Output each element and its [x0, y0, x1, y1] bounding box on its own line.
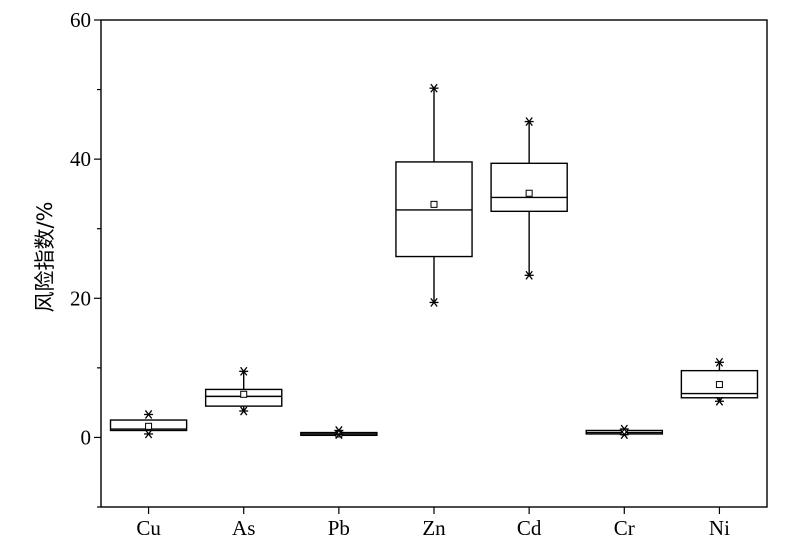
x-tick-label: Pb — [328, 516, 350, 540]
mean-marker — [240, 390, 248, 398]
outlier-marker — [144, 429, 154, 439]
y-tick-label: 60 — [70, 8, 91, 32]
x-tick-label: Ni — [709, 516, 730, 540]
outlier-marker — [524, 117, 534, 127]
outlier-marker — [239, 406, 249, 416]
x-tick-label: Cr — [614, 516, 635, 540]
outlier-marker — [144, 410, 154, 419]
x-tick-label: As — [232, 516, 255, 540]
box-cd — [490, 117, 568, 280]
outlier-marker — [334, 426, 344, 435]
mean-marker — [715, 381, 723, 389]
iqr-box — [490, 162, 568, 213]
box-pb — [300, 426, 378, 440]
y-tick-label: 40 — [70, 147, 91, 171]
box-ni — [680, 357, 759, 406]
y-axis: 0 20 40 60 — [70, 8, 101, 508]
x-tick-label: Zn — [422, 516, 446, 540]
mean-marker — [525, 189, 533, 197]
mean-marker — [430, 200, 438, 208]
outlier-marker — [714, 357, 724, 367]
x-tick-label: Cu — [136, 516, 161, 540]
outlier-marker — [619, 430, 629, 440]
outlier-marker — [239, 366, 249, 376]
box-zn — [395, 83, 473, 307]
x-tick-label: Cd — [517, 516, 542, 540]
box-cu — [109, 410, 188, 439]
box-as — [204, 366, 283, 416]
y-tick-label: 20 — [70, 286, 91, 310]
outlier-marker — [334, 430, 344, 440]
outlier-marker — [714, 396, 724, 406]
x-axis: Cu As Pb Zn Cd Cr Ni — [136, 507, 730, 540]
outlier-marker — [429, 83, 439, 93]
y-tick-label: 0 — [81, 425, 92, 449]
mean-marker — [145, 422, 153, 430]
outlier-marker — [524, 270, 534, 280]
outlier-marker — [429, 298, 439, 307]
box-cr — [585, 424, 664, 440]
y-axis-label: 风险指数/% — [33, 201, 57, 312]
box-series — [109, 83, 759, 440]
